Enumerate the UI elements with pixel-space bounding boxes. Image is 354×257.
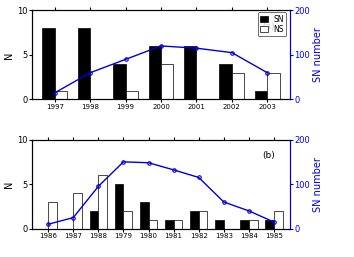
Bar — [199, 211, 207, 229]
Bar — [267, 73, 280, 99]
Bar — [265, 220, 274, 229]
Text: (b): (b) — [262, 151, 275, 160]
Bar — [90, 211, 98, 229]
Y-axis label: N: N — [4, 180, 15, 188]
Bar — [98, 175, 107, 229]
Bar — [78, 28, 90, 99]
Bar — [165, 220, 173, 229]
Bar — [73, 193, 82, 229]
Legend: SN, NS: SN, NS — [258, 12, 286, 36]
Y-axis label: SN number: SN number — [313, 27, 323, 82]
Bar — [240, 220, 249, 229]
Y-axis label: SN number: SN number — [313, 157, 323, 212]
Bar — [215, 220, 224, 229]
Bar — [184, 46, 196, 99]
Bar — [249, 220, 258, 229]
Bar — [255, 90, 267, 99]
Bar — [149, 46, 161, 99]
Bar — [113, 64, 126, 99]
Bar — [190, 211, 199, 229]
Bar — [161, 64, 173, 99]
Y-axis label: N: N — [4, 51, 15, 59]
Bar — [124, 211, 132, 229]
Bar — [149, 220, 157, 229]
Text: (a): (a) — [262, 22, 274, 31]
Bar — [126, 90, 138, 99]
Bar — [115, 184, 124, 229]
Bar — [219, 64, 232, 99]
Bar — [55, 90, 67, 99]
Bar — [232, 73, 244, 99]
Bar — [274, 211, 283, 229]
Bar — [173, 220, 182, 229]
Bar — [48, 202, 57, 229]
Bar — [42, 28, 55, 99]
Bar — [140, 202, 149, 229]
